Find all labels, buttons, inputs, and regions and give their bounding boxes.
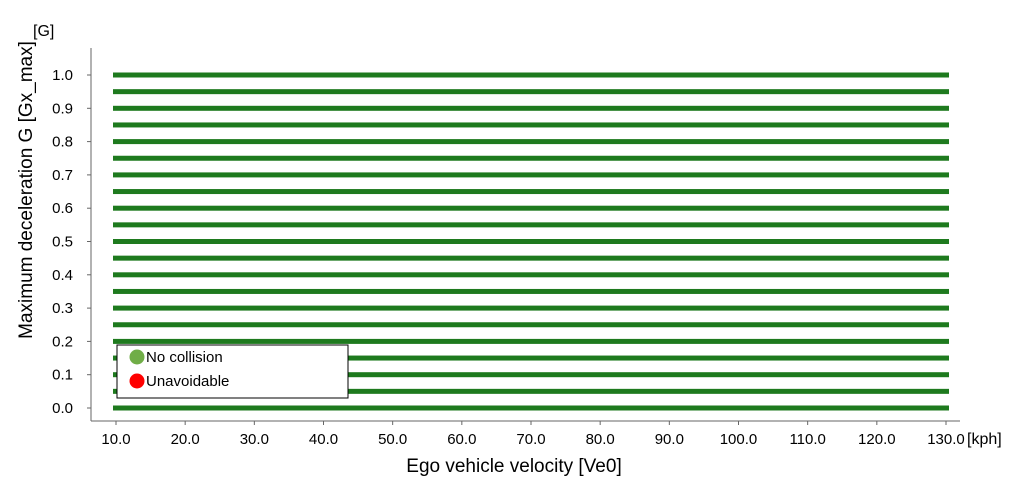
legend-label-unavoidable: Unavoidable — [146, 373, 229, 390]
y-tick-label: 0.1 — [52, 367, 73, 384]
data-row-g-9 — [113, 255, 949, 261]
data-row-g-2 — [113, 372, 949, 378]
x-tick-label: 80.0 — [586, 431, 615, 448]
x-axis-ticks: 10.0 20.0 30.0 40.0 50.0 60.0 70.0 80.0 90.0 100.… — [101, 421, 965, 448]
data-row-g-16 — [113, 139, 949, 145]
x-tick-label: 100.0 — [720, 431, 758, 448]
y-tick-label: 0.2 — [52, 333, 73, 350]
data-row-g-3 — [113, 355, 949, 361]
y-tick-label: 1.0 — [52, 67, 73, 84]
y-tick-label: 0.9 — [52, 100, 73, 117]
data-row-g-14 — [113, 172, 949, 178]
x-tick-label: 110.0 — [789, 431, 825, 448]
y-tick-label: 0.5 — [52, 234, 73, 251]
y-tick-label: 0.0 — [52, 400, 73, 417]
data-row-g-15 — [113, 155, 949, 161]
x-tick-label: 10.0 — [101, 431, 130, 448]
x-tick-label: 130.0 — [927, 431, 965, 448]
data-row-g-19 — [113, 89, 949, 95]
data-row-g-7 — [113, 288, 949, 294]
data-row-g-0 — [113, 405, 949, 411]
legend-box — [116, 344, 349, 399]
x-tick-label: 90.0 — [655, 431, 684, 448]
data-row-g-13 — [113, 189, 949, 195]
data-row-g-8 — [113, 272, 949, 278]
x-tick-label: 20.0 — [171, 431, 200, 448]
x-tick-label: 50.0 — [378, 431, 407, 448]
legend-marker-unavoidable — [129, 373, 145, 389]
data-row-g-20 — [113, 72, 949, 78]
x-tick-label: 40.0 — [309, 431, 338, 448]
legend-label-no-collision: No collision — [146, 349, 223, 366]
legend: No collision Unavoidable — [116, 344, 349, 399]
data-row-g-1 — [113, 388, 949, 394]
x-tick-label: 60.0 — [447, 431, 476, 448]
y-tick-label: 0.8 — [52, 134, 73, 151]
data-marks — [113, 72, 949, 411]
x-tick-label: 30.0 — [240, 431, 269, 448]
data-row-g-5 — [113, 322, 949, 328]
data-row-g-17 — [113, 122, 949, 128]
y-tick-label: 0.4 — [52, 267, 73, 284]
y-tick-label: 0.3 — [52, 300, 73, 317]
data-row-g-12 — [113, 205, 949, 211]
x-tick-label: 70.0 — [516, 431, 545, 448]
x-tick-label: 120.0 — [858, 431, 896, 448]
data-row-g-11 — [113, 222, 949, 228]
data-row-g-18 — [113, 105, 949, 111]
y-axis-ticks: 0.0 0.1 0.2 0.3 0.4 0.5 0.6 0.7 0.8 0.9 1.0 — [52, 67, 91, 417]
y-axis-unit: [G] — [33, 23, 54, 40]
y-tick-label: 0.7 — [52, 167, 73, 184]
data-row-g-6 — [113, 305, 949, 311]
legend-marker-no-collision — [129, 349, 145, 365]
x-axis-title: Ego vehicle velocity [Ve0] — [406, 456, 621, 477]
y-axis-title: Maximum deceleration G [Gx_max] — [16, 41, 37, 339]
data-row-g-4 — [113, 338, 949, 344]
y-tick-label: 0.6 — [52, 200, 73, 217]
x-axis-unit: [kph] — [967, 431, 1002, 448]
data-row-g-10 — [113, 239, 949, 244]
